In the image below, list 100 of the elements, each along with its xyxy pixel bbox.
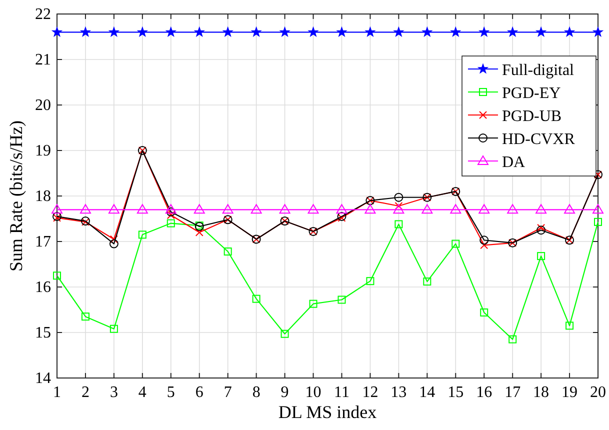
- point: [308, 26, 318, 37]
- x-tick-label: 11: [334, 384, 350, 401]
- point: [364, 204, 376, 214]
- x-tick-label: 15: [448, 384, 464, 401]
- point: [80, 204, 91, 214]
- y-tick-label: 17: [35, 234, 51, 250]
- point: [394, 220, 403, 228]
- point: [109, 239, 118, 248]
- point: [536, 26, 546, 37]
- point: [537, 224, 546, 232]
- point: [450, 26, 461, 37]
- point: [366, 277, 374, 286]
- point: [394, 26, 404, 37]
- x-tick-label: 10: [305, 384, 322, 401]
- x-tick-label: 17: [504, 384, 521, 401]
- point: [108, 204, 120, 214]
- point: [137, 26, 148, 37]
- x-tick-label: 9: [280, 384, 289, 401]
- point: [251, 26, 262, 37]
- point: [564, 204, 576, 214]
- point: [423, 278, 432, 286]
- x-tick-label: 16: [476, 384, 492, 401]
- x-tick-label: 5: [166, 384, 175, 401]
- point: [566, 322, 574, 330]
- y-tick-label: 14: [35, 370, 51, 387]
- point: [166, 219, 175, 228]
- point: [166, 207, 176, 216]
- point: [536, 226, 546, 235]
- point: [108, 26, 120, 37]
- legend-label: Full-digital: [502, 62, 575, 79]
- x-tick-label: 8: [252, 384, 260, 401]
- legend-label: HD-CVXR: [502, 131, 576, 148]
- point: [452, 240, 460, 248]
- x-tick-label: 14: [419, 384, 436, 401]
- point: [537, 252, 546, 260]
- point: [507, 204, 518, 214]
- x-tick-label: 3: [110, 384, 118, 401]
- point: [479, 26, 490, 37]
- point: [110, 235, 118, 244]
- point: [594, 218, 602, 226]
- point: [222, 26, 233, 37]
- x-tick-label: 18: [533, 384, 550, 401]
- y-tick-label: 20: [35, 97, 51, 114]
- point: [52, 26, 62, 37]
- point: [480, 236, 489, 245]
- point: [480, 241, 488, 250]
- point: [592, 204, 604, 214]
- legend-label: PGD-UB: [502, 108, 562, 125]
- x-axis-title: DL MS index: [278, 402, 377, 422]
- point: [422, 26, 432, 37]
- point: [166, 211, 175, 220]
- point: [478, 204, 490, 214]
- y-tick-label: 22: [35, 6, 51, 23]
- point: [165, 204, 176, 214]
- point: [224, 248, 232, 256]
- y-tick-label: 18: [35, 188, 51, 205]
- x-tick-label: 19: [562, 384, 578, 401]
- y-tick-label: 16: [35, 279, 51, 296]
- point: [309, 300, 318, 308]
- point: [280, 26, 290, 37]
- x-tick-label: 1: [53, 384, 61, 401]
- point: [136, 204, 148, 214]
- point: [564, 26, 575, 37]
- x-tick-label: 13: [390, 384, 407, 401]
- x-tick-label: 20: [590, 384, 606, 401]
- point: [536, 204, 547, 214]
- point: [336, 26, 347, 37]
- point: [508, 335, 517, 344]
- point: [394, 192, 404, 202]
- x-tick-label: 6: [195, 384, 204, 401]
- y-tick-label: 21: [35, 52, 51, 68]
- point: [222, 204, 234, 214]
- point: [450, 204, 462, 214]
- x-tick-label: 7: [224, 384, 232, 401]
- point: [365, 26, 376, 37]
- point: [52, 204, 62, 214]
- point: [166, 26, 176, 37]
- point: [81, 312, 90, 321]
- point: [110, 324, 118, 333]
- x-tick-label: 2: [81, 384, 90, 401]
- legend-label: DA: [502, 154, 526, 171]
- point: [592, 26, 604, 37]
- point: [336, 204, 348, 214]
- point: [252, 294, 260, 303]
- legend-label: PGD-EY: [502, 85, 562, 102]
- x-tick-label: 4: [138, 384, 146, 401]
- y-axis-title: Sum Rate (bits/s/Hz): [6, 120, 26, 272]
- point: [422, 204, 433, 214]
- point: [308, 204, 319, 214]
- point: [53, 272, 61, 280]
- point: [480, 308, 488, 316]
- point: [194, 26, 204, 37]
- point: [250, 204, 262, 214]
- y-tick-label: 19: [35, 142, 51, 160]
- point: [138, 230, 146, 239]
- point: [508, 26, 518, 37]
- point: [194, 204, 205, 214]
- point: [195, 228, 204, 236]
- point: [393, 204, 404, 214]
- x-tick-label: 12: [362, 384, 378, 401]
